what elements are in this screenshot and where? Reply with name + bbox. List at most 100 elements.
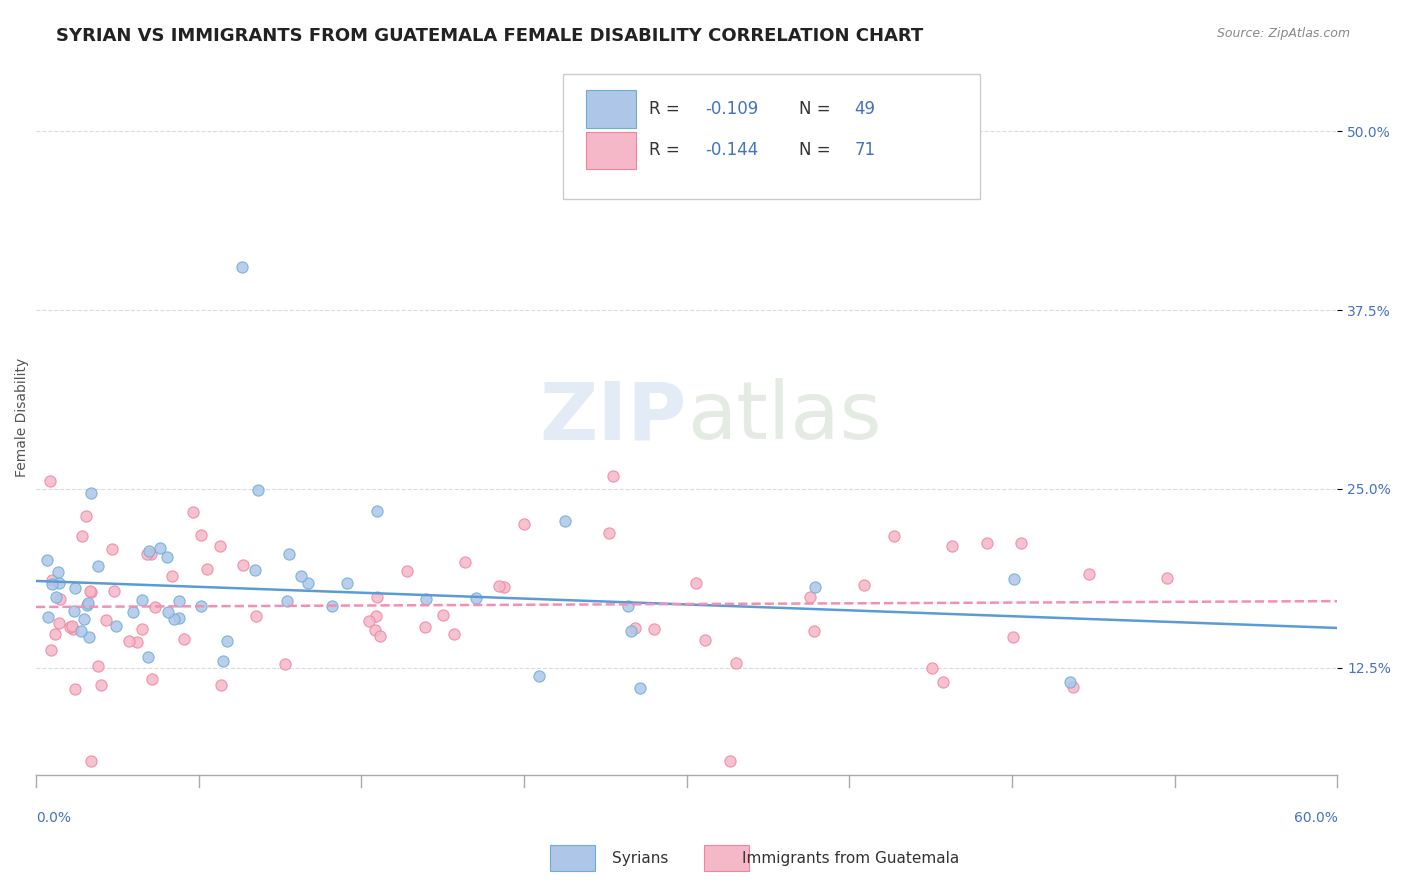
Point xyxy=(921,661,943,675)
Point xyxy=(1059,674,1081,689)
Point xyxy=(685,576,707,591)
Point xyxy=(141,548,163,562)
Point xyxy=(37,610,59,624)
Point xyxy=(75,508,97,523)
Point xyxy=(1010,536,1032,550)
Point xyxy=(163,612,186,626)
Point xyxy=(136,650,159,665)
Point xyxy=(602,468,624,483)
Point xyxy=(162,569,184,583)
Point xyxy=(1001,630,1024,644)
Point xyxy=(63,604,86,618)
Point xyxy=(87,558,110,573)
Point xyxy=(395,564,418,578)
Point xyxy=(143,600,166,615)
Point xyxy=(46,565,69,579)
Point xyxy=(62,622,84,636)
Point xyxy=(598,526,620,541)
Point xyxy=(804,580,827,594)
Point xyxy=(90,678,112,692)
Point xyxy=(529,669,551,683)
Point xyxy=(58,620,80,634)
Text: -0.144: -0.144 xyxy=(704,142,758,160)
Point xyxy=(941,539,963,553)
Point xyxy=(336,575,359,590)
Text: N =: N = xyxy=(799,142,835,160)
Point xyxy=(167,611,190,625)
Point xyxy=(195,562,218,576)
Point xyxy=(1062,681,1084,695)
Text: atlas: atlas xyxy=(686,378,882,457)
Point xyxy=(243,563,266,577)
Text: Source: ZipAtlas.com: Source: ZipAtlas.com xyxy=(1216,27,1350,40)
Point xyxy=(1002,573,1025,587)
Point xyxy=(443,626,465,640)
Text: ZIP: ZIP xyxy=(540,378,686,457)
Point xyxy=(190,528,212,542)
Point xyxy=(77,596,100,610)
Text: -0.109: -0.109 xyxy=(704,100,758,118)
Point xyxy=(321,599,343,613)
Point xyxy=(1078,567,1101,582)
Point xyxy=(274,657,297,671)
Point xyxy=(131,622,153,636)
Point xyxy=(131,592,153,607)
Point xyxy=(366,504,388,518)
Point xyxy=(366,590,388,604)
Point xyxy=(44,626,66,640)
Point xyxy=(125,635,148,649)
FancyBboxPatch shape xyxy=(550,845,595,871)
Point xyxy=(181,504,204,518)
Point xyxy=(454,555,477,569)
Point xyxy=(45,591,67,605)
Point xyxy=(932,675,955,690)
Point xyxy=(48,575,70,590)
Point xyxy=(156,549,179,564)
Point xyxy=(492,580,515,594)
Point xyxy=(1156,571,1178,585)
Point xyxy=(643,622,665,636)
Text: 0.0%: 0.0% xyxy=(37,811,70,825)
Point xyxy=(617,599,640,613)
Point xyxy=(70,529,93,543)
Point xyxy=(976,536,998,550)
Point xyxy=(49,591,72,606)
Point xyxy=(208,539,231,553)
Point xyxy=(488,579,510,593)
Y-axis label: Female Disability: Female Disability xyxy=(15,358,30,477)
Point xyxy=(77,630,100,644)
FancyBboxPatch shape xyxy=(586,132,636,169)
Point xyxy=(87,658,110,673)
Text: N =: N = xyxy=(799,100,835,118)
Point xyxy=(48,615,70,630)
Point xyxy=(246,483,269,498)
Point xyxy=(63,682,86,697)
Point xyxy=(79,585,101,599)
Text: 60.0%: 60.0% xyxy=(1294,811,1337,825)
Point xyxy=(212,654,235,668)
Point xyxy=(277,547,299,561)
Point xyxy=(190,599,212,614)
Point xyxy=(276,594,298,608)
Point xyxy=(883,529,905,543)
Point xyxy=(173,632,195,646)
Point xyxy=(718,754,741,768)
Point xyxy=(363,623,385,637)
FancyBboxPatch shape xyxy=(704,845,749,871)
Point xyxy=(803,624,825,638)
Point xyxy=(245,608,267,623)
Point xyxy=(62,619,84,633)
Point xyxy=(623,621,645,635)
Point xyxy=(141,672,163,686)
Point xyxy=(35,553,58,567)
Point xyxy=(554,514,576,528)
Point xyxy=(63,581,86,595)
Point xyxy=(413,620,436,634)
Point xyxy=(79,584,101,599)
Point xyxy=(118,634,141,648)
Point xyxy=(215,634,238,648)
Point xyxy=(96,613,118,627)
Text: 71: 71 xyxy=(855,142,876,160)
Point xyxy=(725,656,748,670)
Point xyxy=(41,577,63,591)
